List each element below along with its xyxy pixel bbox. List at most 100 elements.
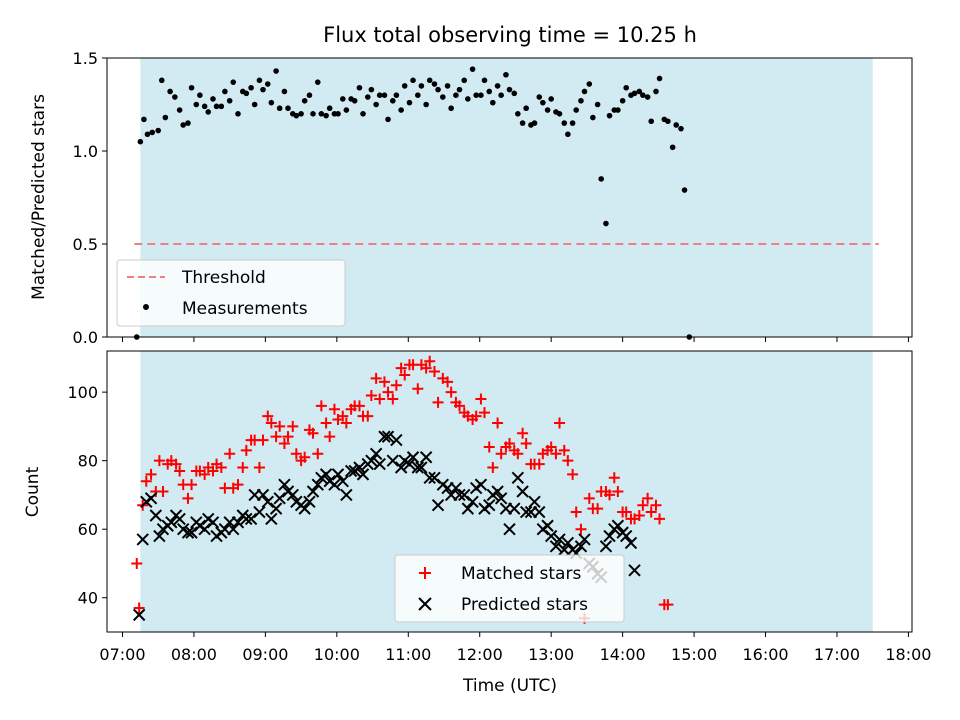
bottom-legend: Matched stars Predicted stars — [394, 554, 625, 623]
matched-point-75 — [442, 376, 454, 388]
matched-point-44 — [312, 448, 324, 460]
predicted-point-89 — [503, 522, 516, 536]
measurement-point-1 — [137, 138, 144, 145]
predicted-point-1 — [136, 533, 149, 546]
predicted-point-60 — [381, 430, 395, 443]
predicted-point-24 — [231, 516, 245, 529]
measurement-point-117 — [623, 84, 630, 91]
predicted-point-106 — [574, 540, 588, 553]
matched-point-39 — [290, 448, 302, 460]
measurement-point-22 — [226, 97, 233, 104]
measurement-point-110 — [594, 101, 601, 108]
measurement-point-50 — [343, 107, 350, 113]
measurement-point-55 — [364, 94, 371, 100]
matched-point-101 — [550, 448, 562, 460]
measurement-point-33 — [273, 68, 279, 74]
xtick-label-9: 16:00 — [742, 645, 788, 664]
measurement-point-125 — [656, 75, 663, 82]
measurement-point-5 — [155, 127, 162, 134]
measurement-point-6 — [158, 77, 165, 84]
matched-point-62 — [387, 393, 399, 405]
measurement-point-16 — [201, 103, 208, 110]
predicted-point-115 — [611, 519, 625, 532]
matched-point-17 — [199, 468, 211, 480]
top-panel: 0.0 0.5 1.0 1.5 Matched/Predicted stars Thr… — [29, 49, 913, 347]
measurement-point-58 — [376, 92, 383, 98]
measurement-point-42 — [310, 111, 316, 117]
top-legend: Threshold Measurements — [116, 259, 346, 327]
matched-point-94 — [520, 438, 532, 450]
predicted-point-33 — [269, 502, 283, 515]
matched-point-36 — [278, 438, 290, 450]
matched-point-125 — [650, 499, 662, 511]
matched-point-93 — [517, 427, 529, 439]
matched-point-106 — [570, 506, 582, 518]
predicted-point-49 — [336, 475, 349, 488]
matched-point-19 — [207, 465, 219, 477]
matched-point-86 — [487, 462, 499, 474]
measurement-point-14 — [193, 101, 200, 108]
matched-legend-label: Matched stars — [461, 564, 581, 584]
predicted-point-23 — [227, 522, 240, 536]
measurement-point-12 — [185, 120, 191, 126]
series-measurements — [133, 66, 693, 340]
measurement-point-29 — [256, 77, 263, 84]
measurement-point-95 — [531, 120, 538, 126]
predicted-point-77 — [453, 488, 466, 502]
predicted-point-42 — [306, 485, 320, 498]
measurement-point-43 — [314, 79, 321, 85]
matched-point-102 — [554, 417, 566, 429]
matched-point-118 — [620, 506, 632, 518]
measurement-point-2 — [141, 116, 147, 123]
matched-point-105 — [567, 468, 579, 480]
series-matched-stars — [131, 355, 674, 624]
measurement-point-36 — [285, 105, 291, 112]
xtick-label-8: 15:00 — [671, 645, 717, 664]
predicted-point-68 — [415, 461, 428, 474]
matched-point-114 — [604, 489, 616, 501]
predicted-point-34 — [273, 492, 286, 505]
bot-ytick-label-2: 80 — [78, 452, 98, 471]
measurement-point-85 — [490, 99, 496, 106]
predicted-point-5 — [153, 529, 166, 543]
measurement-point-128 — [669, 144, 676, 151]
measurement-point-103 — [565, 131, 571, 138]
measurement-point-41 — [306, 92, 313, 98]
measurement-point-38 — [293, 112, 300, 119]
matched-point-97 — [533, 458, 545, 470]
matched-point-48 — [328, 403, 340, 415]
predicted-point-86 — [491, 485, 504, 498]
predicted-point-95 — [528, 495, 541, 508]
predicted-point-31 — [261, 495, 274, 508]
measurement-point-82 — [478, 92, 484, 98]
measurement-point-63 — [398, 107, 404, 113]
matched-point-72 — [428, 366, 440, 378]
measurement-point-53 — [356, 84, 363, 91]
predicted-point-37 — [286, 488, 299, 502]
predicted-legend-marker — [418, 597, 432, 611]
matched-point-30 — [253, 462, 265, 474]
measurement-point-96 — [536, 94, 543, 100]
measurement-point-4 — [149, 129, 156, 136]
measurement-point-60 — [385, 116, 391, 123]
matched-point-10 — [170, 458, 182, 470]
matched-point-6 — [153, 455, 165, 467]
xtick-label-2: 09:00 — [242, 645, 288, 664]
measurement-point-11 — [180, 122, 187, 128]
matched-point-31 — [257, 434, 269, 446]
predicted-point-32 — [265, 512, 278, 526]
predicted-point-119 — [628, 564, 641, 577]
matched-point-41 — [299, 451, 311, 463]
matched-point-45 — [315, 400, 327, 412]
matched-point-11 — [174, 465, 186, 477]
matched-point-104 — [562, 455, 574, 467]
measurement-point-87 — [498, 92, 504, 98]
predicted-point-10 — [173, 512, 186, 526]
matched-point-35 — [274, 420, 286, 432]
matched-point-47 — [324, 431, 336, 443]
matched-point-92 — [512, 448, 524, 460]
measurement-point-66 — [410, 77, 416, 84]
measurement-point-65 — [406, 99, 413, 106]
measurement-point-49 — [339, 96, 346, 102]
matched-point-65 — [399, 369, 411, 381]
